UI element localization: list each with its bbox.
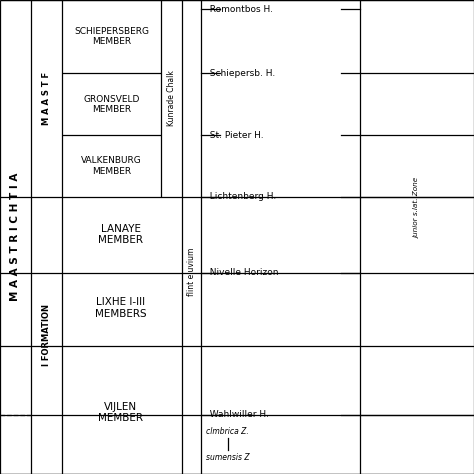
Text: clmbrica Z.: clmbrica Z. bbox=[206, 427, 249, 436]
Text: GRONSVELD
MEMBER: GRONSVELD MEMBER bbox=[83, 95, 139, 114]
Text: SCHIEPERSBERG
MEMBER: SCHIEPERSBERG MEMBER bbox=[74, 27, 149, 46]
Text: St. Pieter H.: St. Pieter H. bbox=[204, 131, 264, 139]
Text: flint eluvium: flint eluvium bbox=[188, 247, 196, 296]
Text: sumensis Z: sumensis Z bbox=[206, 453, 250, 462]
Text: junior s.lat. Zone: junior s.lat. Zone bbox=[414, 177, 420, 238]
Text: M A A S T R I C H T I A: M A A S T R I C H T I A bbox=[10, 173, 20, 301]
Text: Schiepersb. H.: Schiepersb. H. bbox=[204, 69, 275, 78]
Text: VALKENBURG
MEMBER: VALKENBURG MEMBER bbox=[81, 156, 142, 175]
Text: LIXHE I-III
MEMBERS: LIXHE I-III MEMBERS bbox=[95, 297, 146, 319]
Text: Wahlwiller H.: Wahlwiller H. bbox=[204, 410, 269, 419]
Text: Lichtenberg H.: Lichtenberg H. bbox=[204, 192, 276, 201]
Text: Nivelle Horizon: Nivelle Horizon bbox=[204, 268, 278, 277]
Text: VIJLEN
MEMBER: VIJLEN MEMBER bbox=[99, 401, 143, 423]
Text: LANAYE
MEMBER: LANAYE MEMBER bbox=[99, 224, 143, 246]
Text: Kunrade Chalk: Kunrade Chalk bbox=[167, 71, 176, 126]
Text: M A A S T F: M A A S T F bbox=[42, 72, 51, 125]
Text: Ⅰ FORMATION: Ⅰ FORMATION bbox=[42, 304, 51, 366]
Text: Romontbos H.: Romontbos H. bbox=[204, 5, 273, 14]
